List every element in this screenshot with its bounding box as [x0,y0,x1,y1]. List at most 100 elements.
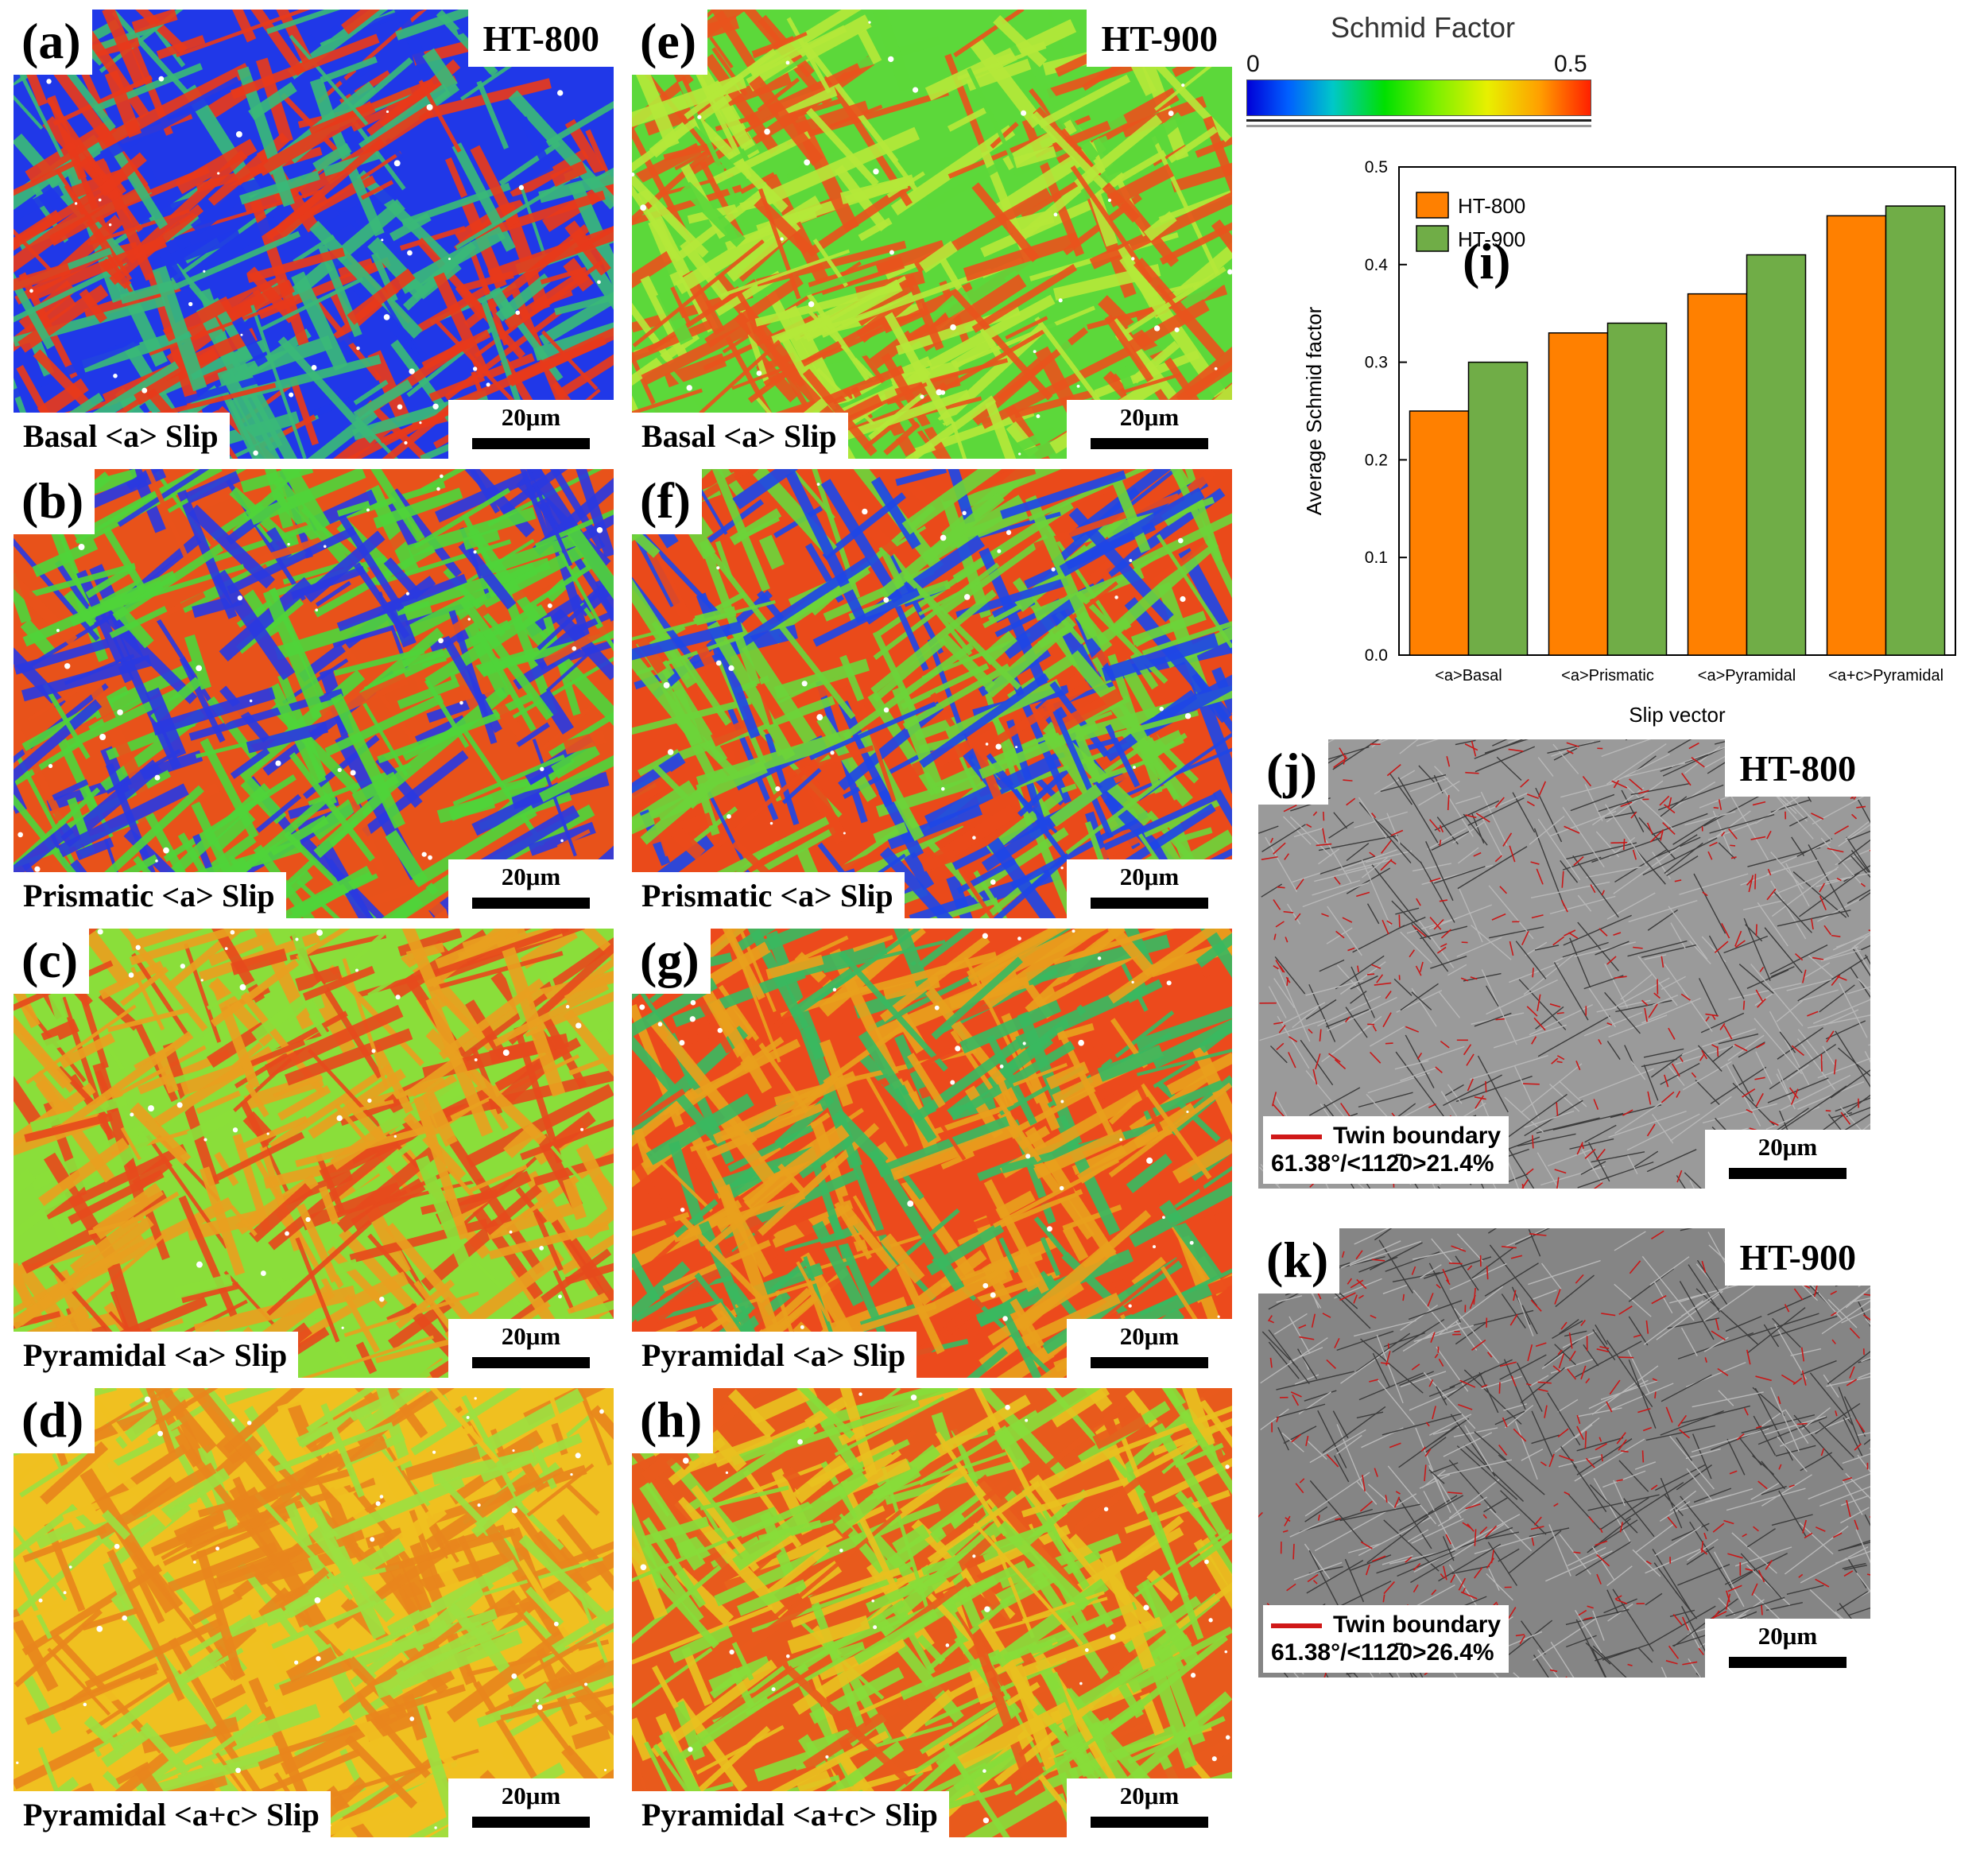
panel-f-prismatic-ht900: (f) Prismatic <a> Slip 20μm [632,469,1232,918]
panel-a-basal-ht800: (a) HT-800 Basal <a> Slip 20μm [14,10,614,459]
twin-boundary-legend: Twin boundary 61.38°/<112̄0>26.4% [1263,1605,1509,1673]
scale-bar-label: 20μm [501,1782,561,1809]
schmid-map [14,929,614,1378]
colorbar-underline-light [1246,125,1591,127]
scale-bar-line [1091,438,1208,449]
bar [1885,205,1946,656]
scale-bar: 20μm [1067,1778,1232,1837]
twin-boundary-label: Twin boundary [1333,1123,1502,1149]
scale-bar-line [472,438,590,449]
panel-letter: (c) [14,929,90,994]
schmid-map [632,469,1232,918]
bar [1826,215,1887,656]
scale-bar-line [1091,1817,1208,1828]
scale-bar-line [1091,1357,1208,1368]
schmid-factor-bar-chart: 0.0 0.1 0.2 0.3 0.4 0.5 <a>Basal <a>Prismatic <a… [1272,143,1987,739]
slip-system-label: Pyramidal <a> Slip [632,1332,917,1378]
panel-b-prismatic-ht800: (b) Prismatic <a> Slip 20μm [14,469,614,918]
scale-bar-line [1729,1168,1847,1179]
grain-laths [14,10,614,459]
panel-letter: (e) [632,10,708,75]
panel-letter: (f) [632,469,702,534]
scale-bar: 20μm [1067,400,1232,459]
schmid-map [632,1388,1232,1837]
twin-boundary-fraction: 61.38°/<112̄0>26.4% [1271,1639,1494,1666]
colorbar-min-label: 0 [1246,51,1260,77]
panel-letter: (k) [1258,1228,1340,1294]
scale-bar: 20μm [1067,859,1232,918]
schmid-map [632,10,1232,459]
schmid-map [632,929,1232,1378]
legend-swatch [1416,225,1449,252]
y-tick-label: 0.4 [1365,256,1389,274]
twin-boundary-label: Twin boundary [1333,1612,1502,1638]
scale-bar-line [472,1357,590,1368]
slip-system-label: Prismatic <a> Slip [14,872,286,918]
scale-bar-label: 20μm [1757,1622,1818,1650]
bar [1467,361,1529,656]
twin-boundary-line-swatch [1271,1623,1322,1629]
scale-bar-label: 20μm [1119,403,1180,431]
sample-tag: HT-900 [1725,1228,1870,1286]
panel-j-twin-ht800: (j) HT-800 Twin boundary 61.38°/<112̄0>2… [1258,739,1870,1189]
scale-bar-label: 20μm [1757,1133,1818,1161]
scale-bar: 20μm [448,1778,614,1837]
slip-system-label: Pyramidal <a+c> Slip [14,1791,331,1837]
schmid-map [14,10,614,459]
slip-system-label: Pyramidal <a> Slip [14,1332,299,1378]
panel-letter: (i) [1463,233,1510,289]
chart-svg: 0.0 0.1 0.2 0.3 0.4 0.5 <a>Basal <a>Prismatic <a… [1302,158,1956,727]
bar [1746,254,1807,656]
bar [1548,332,1609,656]
x-tick-label: <a>Basal [1435,667,1502,685]
bar [1606,322,1668,656]
panel-g-pyramidal-a-ht900: (g) Pyramidal <a> Slip 20μm [632,929,1232,1378]
twin-boundary-fraction: 61.38°/<112̄0>21.4% [1271,1150,1494,1177]
panel-letter: (g) [632,929,711,994]
bar [1409,410,1470,656]
twin-map [1258,739,1870,1189]
panel-k-twin-ht900: (k) HT-900 Twin boundary 61.38°/<112̄0>2… [1258,1228,1870,1678]
x-tick-label: <a>Pyramidal [1698,667,1796,685]
grain-laths [632,10,1232,459]
y-tick-label: 0.2 [1365,451,1388,469]
twin-boundary-legend: Twin boundary 61.38°/<112̄0>21.4% [1263,1116,1509,1184]
scale-bar: 20μm [448,1319,614,1378]
grain-laths [14,469,614,918]
panel-letter: (d) [14,1388,95,1453]
scale-bar-label: 20μm [1119,863,1180,890]
panel-e-basal-ht900: (e) HT-900 Basal <a> Slip 20μm [632,10,1232,459]
scale-bar-label: 20μm [1119,1782,1180,1809]
x-tick-label: <a>Prismatic [1561,667,1654,685]
grain-laths [632,929,1232,1378]
panel-letter: (j) [1258,739,1328,805]
schmid-factor-colorbar [1246,80,1591,116]
legend-label: HT-800 [1458,194,1525,218]
scale-bar: 20μm [448,400,614,459]
slip-system-label: Basal <a> Slip [14,413,230,459]
slip-system-label: Prismatic <a> Slip [632,872,905,918]
scale-bar-line [472,898,590,909]
panel-d-pyramidal-ac-ht800: (d) Pyramidal <a+c> Slip 20μm [14,1388,614,1837]
panel-h-pyramidal-ac-ht900: (h) Pyramidal <a+c> Slip 20μm [632,1388,1232,1837]
slip-system-label: Basal <a> Slip [632,413,848,459]
y-tick-label: 0.0 [1365,646,1388,665]
scale-bar: 20μm [448,859,614,918]
scale-bar: 20μm [1067,1319,1232,1378]
schmid-map [14,1388,614,1837]
x-tick-label: <a+c>Pyramidal [1828,667,1943,685]
sample-tag: HT-800 [1725,739,1870,797]
scale-bar-line [1729,1657,1847,1668]
panel-c-pyramidal-a-ht800: (c) Pyramidal <a> Slip 20μm [14,929,614,1378]
panel-letter: (h) [632,1388,714,1453]
colorbar-max-label: 0.5 [1554,51,1587,77]
sample-tag: HT-900 [1087,10,1232,67]
scale-bar-line [1091,898,1208,909]
slip-system-label: Pyramidal <a+c> Slip [632,1791,949,1837]
panel-letter: (a) [14,10,92,75]
scale-bar: 20μm [1705,1619,1870,1678]
colorbar-underline [1246,119,1591,122]
legend-swatch [1416,192,1449,219]
plot-frame [1398,166,1956,656]
grain-laths [632,1388,1232,1837]
